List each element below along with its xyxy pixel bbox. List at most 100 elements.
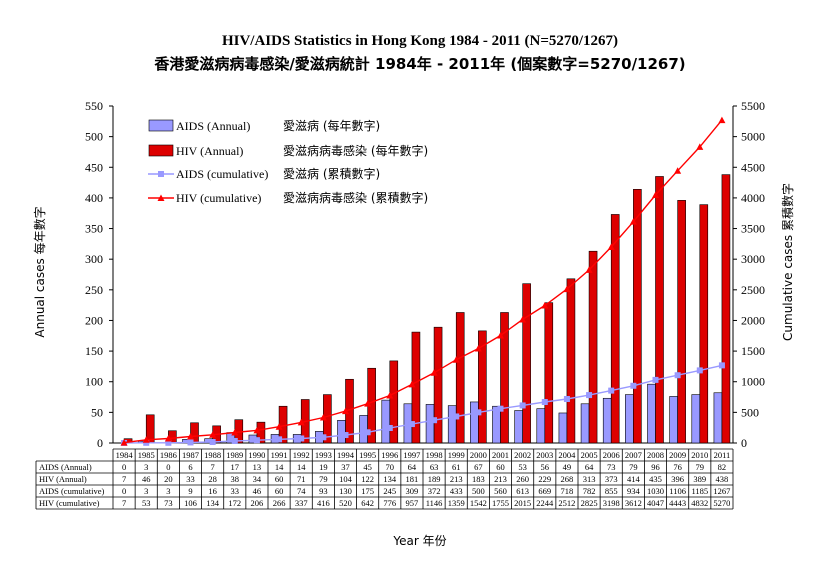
table-cell: 1359 [448, 498, 465, 508]
line-hiv-cumulative- [124, 119, 723, 444]
table-cell: 3198 [603, 498, 620, 508]
bar-hiv-annual- [544, 302, 554, 444]
point-aids-cumulative- [674, 372, 681, 379]
right-tick-label: 5500 [741, 99, 765, 113]
bar-aids-annual- [558, 412, 568, 444]
table-year-label: 2003 [536, 450, 553, 460]
legend: AIDS (Annual) 愛滋病 (每年數字) HIV (Annual) 愛滋病病毒… [148, 118, 428, 205]
table-cell: 73 [607, 462, 616, 472]
table-cell: 1542 [470, 498, 487, 508]
left-tick-label: 100 [85, 375, 103, 389]
point-hiv-cumulative- [541, 302, 549, 309]
table-cell: 245 [383, 486, 396, 496]
right-tick-label: 3500 [741, 222, 765, 236]
table-year-label: 1992 [293, 450, 310, 460]
table-cell: 435 [649, 474, 662, 484]
table-cell: 3 [166, 486, 170, 496]
point-hiv-cumulative- [319, 414, 327, 421]
table-cell: 38 [231, 474, 240, 484]
table-cell: 957 [406, 498, 419, 508]
table-cell: 1030 [647, 486, 664, 496]
table-year-label: 1989 [226, 450, 243, 460]
table-year-label: 1999 [448, 450, 465, 460]
point-aids-cumulative- [696, 367, 703, 374]
right-tick-label: 0 [741, 436, 747, 450]
table-year-label: 1990 [248, 450, 265, 460]
point-aids-cumulative- [209, 439, 216, 446]
bar-hiv-annual- [522, 283, 531, 444]
point-hiv-cumulative- [674, 167, 682, 174]
table-year-label: 1987 [182, 450, 199, 460]
table-year-label: 2005 [581, 450, 598, 460]
table-cell: 1106 [669, 486, 686, 496]
table-year-label: 1984 [116, 450, 134, 460]
table-cell: 16 [208, 486, 217, 496]
bar-aids-annual- [713, 392, 723, 444]
legend-label-zh-hiv-annual-: 愛滋病病毒感染 (每年數字) [283, 143, 428, 158]
table-year-label: 1986 [160, 450, 177, 460]
point-hiv-cumulative- [452, 356, 460, 363]
table-cell: 520 [339, 498, 352, 508]
table-year-label: 1994 [337, 450, 355, 460]
table-year-label: 1995 [359, 450, 376, 460]
bar-aids-annual- [359, 415, 368, 444]
point-hiv-cumulative- [408, 380, 416, 388]
point-hiv-cumulative- [231, 428, 239, 436]
table-cell: 46 [253, 486, 262, 496]
legend-swatch-hiv-annual- [148, 144, 174, 157]
table-row-label: HIV (Annual) [39, 474, 87, 484]
table-cell: 372 [428, 486, 441, 496]
table-year-label: 2007 [625, 450, 642, 460]
right-tick-label: 3000 [741, 252, 765, 266]
bar-aids-annual- [381, 399, 391, 444]
point-aids-cumulative- [608, 387, 615, 394]
table-cell: 7 [122, 498, 126, 508]
point-hiv-cumulative- [275, 423, 283, 430]
bar-aids-annual- [647, 383, 656, 444]
point-hiv-cumulative- [209, 431, 217, 438]
point-hiv-cumulative- [607, 243, 615, 251]
point-hiv-cumulative- [142, 436, 150, 443]
table-cell: 63 [430, 462, 439, 472]
x-axis-label: Year 年份 [393, 534, 447, 548]
table-cell: 106 [184, 498, 197, 508]
table-cell: 396 [671, 474, 684, 484]
left-tick-label: 400 [85, 191, 103, 205]
table-year-label: 1998 [426, 450, 443, 460]
left-tick-label: 500 [85, 130, 103, 144]
legend-label-zh-aids-annual-: 愛滋病 (每年數字) [283, 118, 380, 133]
table-cell: 122 [361, 474, 374, 484]
point-aids-cumulative- [453, 413, 460, 420]
legend-label-zh-aids-cumulative-: 愛滋病 (累積數字) [283, 166, 380, 181]
table-cell: 13 [253, 462, 262, 472]
table-cell: 181 [406, 474, 419, 484]
table-cell: 33 [186, 474, 195, 484]
table-cell: 268 [561, 474, 574, 484]
table-cell: 70 [386, 462, 395, 472]
bar-hiv-annual- [610, 214, 620, 444]
table-cell: 175 [361, 486, 374, 496]
point-hiv-cumulative- [342, 407, 349, 415]
table-cell: 4443 [669, 498, 686, 508]
bar-aids-annual- [602, 397, 612, 444]
point-hiv-cumulative- [364, 400, 372, 407]
bar-hiv-annual- [721, 174, 731, 444]
bar-aids-annual- [669, 396, 678, 444]
y-axis-left-label: Annual cases 每年數字 [32, 206, 47, 337]
table-year-label: 2001 [492, 450, 509, 460]
legend-swatch-aids-annual- [148, 119, 174, 132]
bar-aids-annual- [337, 420, 346, 444]
table-cell: 1185 [691, 486, 708, 496]
y-axis-right-label: Cumulative cases 累積數字 [780, 183, 795, 341]
table-cell: 416 [317, 498, 330, 508]
table-cell: 7 [122, 474, 126, 484]
table-year-label: 1991 [271, 450, 288, 460]
table-cell: 71 [297, 474, 306, 484]
table-cell: 9 [188, 486, 192, 496]
table-cell: 74 [297, 486, 306, 496]
bar-aids-annual- [691, 394, 701, 444]
bar-hiv-annual- [633, 189, 642, 444]
point-hiv-cumulative- [297, 418, 305, 426]
point-aids-cumulative- [298, 435, 305, 442]
